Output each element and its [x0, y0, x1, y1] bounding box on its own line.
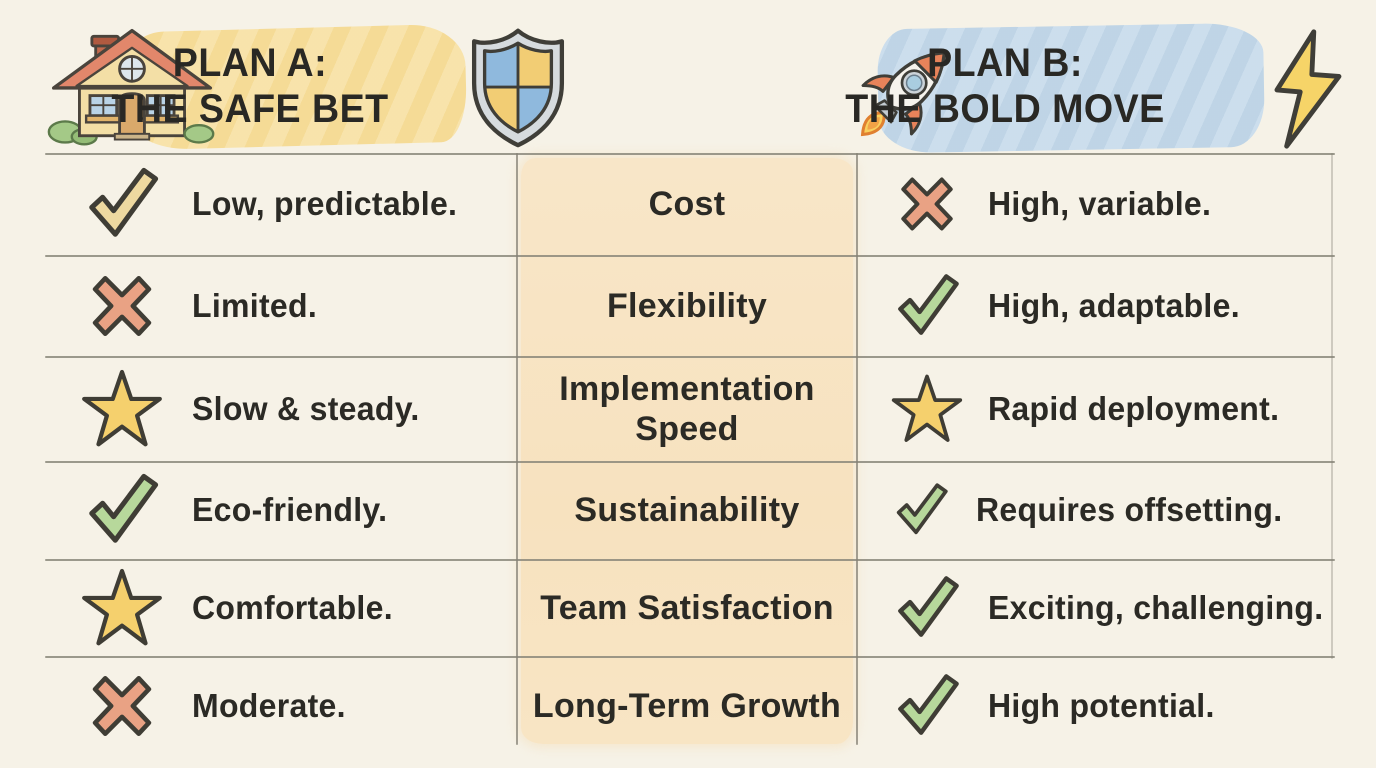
header: PLAN A: THE SAFE BET: [0, 0, 1376, 153]
row-divider: [45, 255, 1335, 257]
criterion-label: Implementation Speed: [559, 369, 815, 448]
shield-icon: [471, 28, 565, 148]
check-icon: [890, 479, 952, 541]
plan-b-title: PLAN B: THE BOLD MOVE: [836, 40, 1174, 132]
criterion-cell: Long-Term Growth: [521, 656, 853, 756]
plan-b-title-line1: PLAN B:: [927, 41, 1083, 85]
table-row: Limited. Flexibility High, adaptable.: [0, 255, 1376, 356]
table-row: Comfortable. Team Satisfaction Exciting,…: [0, 559, 1376, 656]
star-icon: [80, 367, 164, 451]
plan-b-value: Requires offsetting.: [976, 491, 1283, 528]
table-row: Low, predictable. Cost High, variable.: [0, 153, 1376, 255]
criterion-label: Team Satisfaction: [540, 588, 834, 627]
table-row: Eco-friendly. Sustainability Requires of…: [0, 461, 1376, 559]
plan-b-value: High potential.: [988, 687, 1215, 724]
house-icon: [47, 28, 215, 146]
plan-a-value: Eco-friendly.: [192, 491, 388, 528]
plan-b-cell: High, adaptable.: [890, 255, 1370, 356]
criterion-label: Long-Term Growth: [532, 687, 842, 725]
plan-a-title: PLAN A: THE SAFE BET: [81, 40, 419, 132]
plan-a-title-line1: PLAN A:: [172, 41, 328, 85]
criterion-label: Flexibility: [606, 286, 768, 325]
lightning-icon: [1274, 29, 1342, 149]
column-divider: [856, 153, 858, 745]
plan-a-value: Slow & steady.: [192, 389, 420, 427]
plan-b-cell: High, variable.: [890, 153, 1370, 255]
check-icon: [890, 571, 964, 645]
row-divider: [45, 153, 1335, 155]
plan-a-cell: Slow & steady.: [80, 356, 510, 461]
plan-b-value: High, adaptable.: [988, 286, 1240, 324]
row-divider: [45, 461, 1335, 463]
check-icon: [890, 669, 964, 743]
plan-b-value: High, variable.: [988, 185, 1212, 222]
plan-b-value: Exciting, challenging.: [988, 588, 1324, 626]
plan-a-cell: Eco-friendly.: [80, 461, 510, 559]
row-divider: [45, 656, 1335, 658]
criterion-cell: Cost: [521, 153, 853, 255]
check-icon: [80, 162, 164, 246]
plan-b-cell: Rapid deployment.: [890, 356, 1370, 461]
criterion-label: Sustainability: [574, 491, 800, 529]
plan-a-cell: Limited.: [80, 255, 510, 356]
plan-a-value: Low, predictable.: [192, 185, 458, 222]
criterion-cell: Team Satisfaction: [521, 559, 853, 656]
plan-b-cell: Exciting, challenging.: [890, 559, 1370, 656]
plan-a-cell: Moderate.: [80, 656, 510, 756]
table-row: Moderate. Long-Term Growth High potentia…: [0, 656, 1376, 756]
plan-b-cell: High potential.: [890, 656, 1370, 756]
table-row: Slow & steady. Implementation Speed Rapi…: [0, 356, 1376, 461]
star-icon: [890, 372, 964, 446]
plan-a-title-line2: THE SAFE BET: [111, 87, 389, 131]
plan-a-value: Moderate.: [192, 687, 346, 724]
plan-b-value: Rapid deployment.: [988, 389, 1280, 427]
cross-icon: [80, 264, 164, 348]
row-divider: [45, 356, 1335, 358]
star-icon: [80, 566, 164, 650]
plan-b-cell: Requires offsetting.: [890, 461, 1370, 559]
check-icon: [890, 269, 964, 343]
plan-a-value: Comfortable.: [192, 588, 393, 626]
row-divider: [45, 559, 1335, 561]
plan-a-cell: Low, predictable.: [80, 153, 510, 255]
plan-a-cell: Comfortable.: [80, 559, 510, 656]
rocket-icon: [860, 51, 946, 137]
criterion-cell: Flexibility: [521, 255, 853, 356]
column-divider: [516, 153, 518, 745]
table-right-border: [1331, 153, 1333, 659]
plan-a-value: Limited.: [192, 286, 318, 324]
plan-b-title-line2: THE BOLD MOVE: [845, 87, 1165, 131]
criterion-cell: Implementation Speed: [521, 356, 853, 461]
criterion-label: Cost: [648, 185, 726, 223]
cross-icon: [890, 167, 964, 241]
criterion-cell: Sustainability: [521, 461, 853, 559]
cross-icon: [80, 664, 164, 748]
check-icon: [80, 468, 164, 552]
